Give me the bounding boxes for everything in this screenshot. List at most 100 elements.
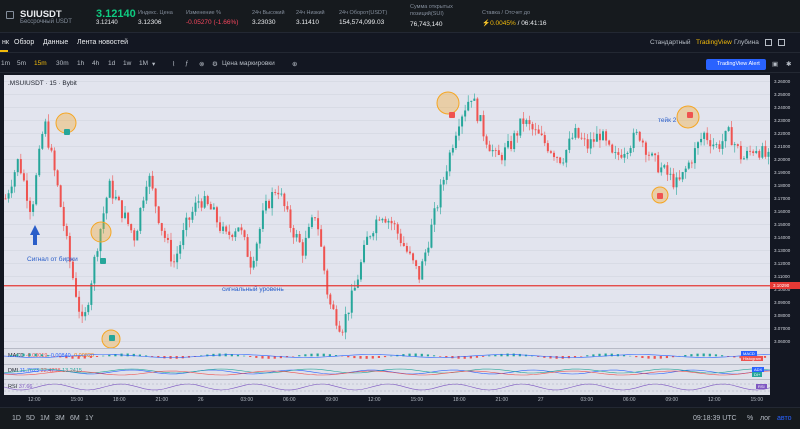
candle-body <box>421 261 424 280</box>
candle-body <box>304 237 307 256</box>
candle-body <box>81 311 84 317</box>
candle-body <box>620 154 623 158</box>
candle-body <box>65 226 68 237</box>
range-6m[interactable]: 6M <box>70 415 80 422</box>
candle-body <box>191 211 194 220</box>
range-3m[interactable]: 3M <box>55 415 65 422</box>
candle-body <box>712 144 715 147</box>
candle-body <box>231 234 234 238</box>
candle-body <box>188 217 191 220</box>
macd-histogram-bar <box>420 353 423 357</box>
macd-histogram-bar <box>641 356 644 359</box>
tab-chart[interactable]: нк <box>2 39 9 46</box>
menu-icon[interactable] <box>6 11 14 19</box>
stat-label: Индекс. Цена <box>138 10 173 16</box>
settings-icon[interactable]: ⚙ <box>212 61 218 68</box>
range-1y[interactable]: 1Y <box>85 415 94 422</box>
range-1d[interactable]: 1D <box>12 415 21 422</box>
candle-body <box>16 159 19 173</box>
candle-body <box>605 131 608 141</box>
timeframe-30m[interactable]: 30m <box>56 60 69 67</box>
macd-histogram-bar <box>144 355 148 357</box>
rsi-label: RSI 37.66 <box>8 384 33 390</box>
candle-body <box>142 200 145 208</box>
tab-bar: нк Обзор Данные Лента новостей Стандартн… <box>0 35 800 53</box>
time-tick: 21:00 <box>495 397 509 403</box>
timeframe-1M[interactable]: 1M <box>139 60 149 67</box>
time-tick: 12:00 <box>368 397 381 403</box>
settings-gear-icon[interactable]: ✱ <box>786 61 792 68</box>
percent-toggle[interactable]: % <box>747 415 754 422</box>
candle-body <box>347 312 350 315</box>
price-axis[interactable]: 3.26000 3.25000 3.24000 3.23000 3.22000 3.210… <box>770 75 800 396</box>
price-chart[interactable]: .MSUIUSDT · 15 · Bybit Сигнал от биржи с… <box>4 75 770 348</box>
candle-body <box>396 224 399 234</box>
candle-body <box>690 162 693 164</box>
candle-body <box>700 138 703 143</box>
price-tick: 3.19000 <box>774 169 791 175</box>
range-5d[interactable]: 5D <box>26 415 35 422</box>
chart-type-icon[interactable]: ⌇ <box>172 61 176 68</box>
time-tick: 12:00 <box>708 397 721 403</box>
macd-histogram-bar <box>414 353 417 357</box>
rsi-pane[interactable]: RSI 37.66 <box>4 379 770 395</box>
timeframe-15m[interactable]: 15m <box>34 60 47 67</box>
timeframe-4h[interactable]: 4h <box>92 60 100 67</box>
fullscreen-icon[interactable] <box>778 39 785 46</box>
candle-body <box>758 150 761 158</box>
candle-body <box>350 290 353 313</box>
timeframe-1h[interactable]: 1h <box>77 60 85 67</box>
ticker-header: SUIUSDT Бессрочный USDT 3.12140 3.12140 … <box>0 0 800 33</box>
timeframe-1d[interactable]: 1d <box>108 60 116 67</box>
timeframe-1w[interactable]: 1w <box>123 60 132 67</box>
clock[interactable]: 09:18:39 UTC <box>693 415 737 422</box>
macd-histogram-bar <box>328 354 331 357</box>
range-1m[interactable]: 1M <box>40 415 50 422</box>
macd-histogram-bar <box>377 356 381 358</box>
candle-body <box>424 252 427 262</box>
candle-body <box>537 129 540 134</box>
compare-icon[interactable]: ⊗ <box>199 61 205 68</box>
indicators-icon[interactable]: ƒ <box>185 60 189 67</box>
tab-news[interactable]: Лента новостей <box>77 39 129 46</box>
tradingview-alert-button[interactable]: TradingView Alert <box>706 59 766 70</box>
macd-histogram-bar <box>71 356 74 359</box>
candle-body <box>243 230 246 238</box>
candle-body <box>47 121 50 148</box>
candle-body <box>405 246 408 252</box>
candle-body <box>497 150 500 155</box>
macd-histogram-bar <box>714 354 718 357</box>
adx-tag: ADX <box>752 367 765 372</box>
timeframe-5m[interactable]: 5m <box>17 60 27 67</box>
candle-body <box>709 140 712 147</box>
candle-body <box>473 98 476 101</box>
view-tradingview[interactable]: TradingView <box>696 39 732 46</box>
symbol-name[interactable]: SUIUSDT <box>20 9 62 20</box>
timeframe-1m[interactable]: 1m <box>1 60 11 67</box>
price-tick: 3.11000 <box>774 273 790 279</box>
candle-body <box>632 132 635 149</box>
macd-histogram-bar <box>475 356 479 358</box>
tab-overview[interactable]: Обзор <box>14 39 35 46</box>
camera-icon[interactable]: ▣ <box>772 61 779 68</box>
log-toggle[interactable]: лог <box>760 415 771 422</box>
candle-body <box>715 144 718 146</box>
candle-body <box>681 172 684 180</box>
time-axis[interactable]: 12:00 15:00 18:00 21:00 26 03:00 06:00 09:00 12:… <box>0 395 800 407</box>
view-standard[interactable]: Стандартный <box>650 39 691 46</box>
candle-body <box>4 198 7 200</box>
expand-icon[interactable] <box>765 39 772 46</box>
add-icon[interactable]: ⊕ <box>292 61 298 68</box>
chevron-down-icon[interactable]: ▾ <box>152 61 156 68</box>
price-type-select[interactable]: Цена маркировки <box>222 60 275 67</box>
candle-body <box>629 148 632 153</box>
candle-body <box>369 236 372 238</box>
tab-data[interactable]: Данные <box>43 39 69 46</box>
macd-histogram-bar <box>298 355 301 357</box>
macd-tag: MACD <box>741 351 757 356</box>
auto-toggle[interactable]: авто <box>777 415 792 422</box>
macd-histogram-bar <box>531 355 534 357</box>
candle-body <box>222 226 225 231</box>
view-depth[interactable]: Глубина <box>734 39 759 46</box>
candle-body <box>313 217 316 219</box>
